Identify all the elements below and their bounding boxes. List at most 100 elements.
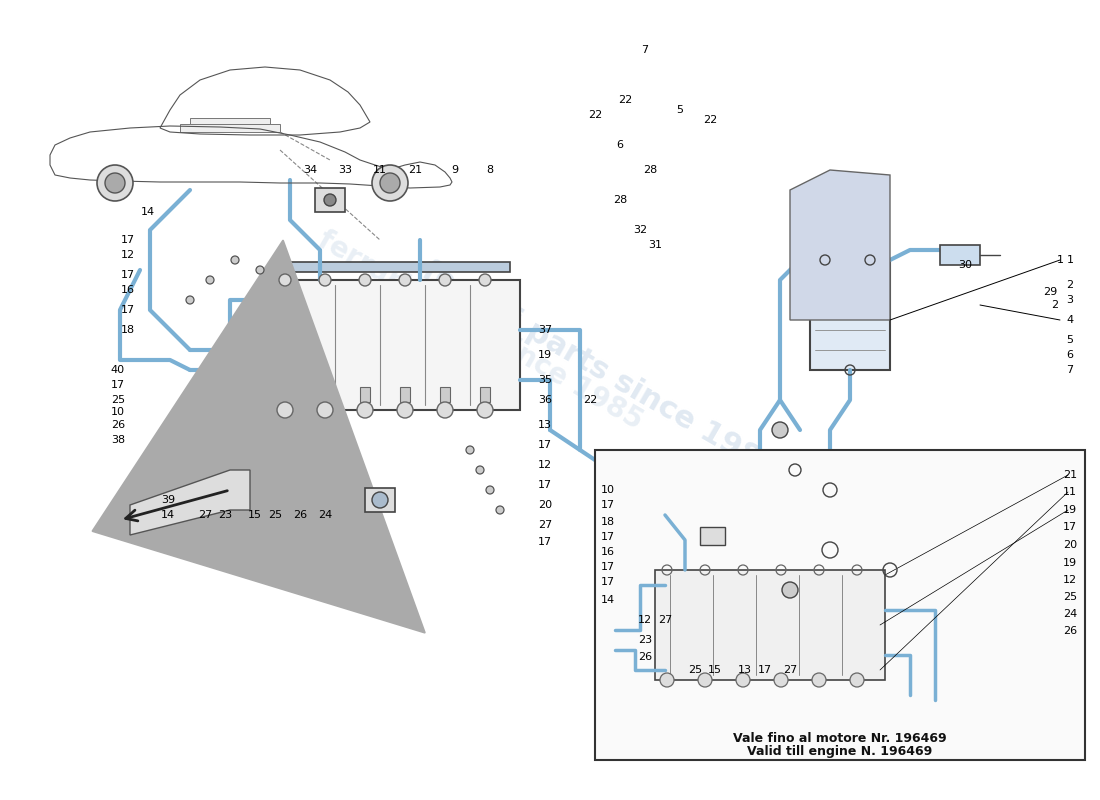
Text: 12: 12: [638, 615, 652, 625]
Circle shape: [317, 402, 333, 418]
Bar: [440, 387, 450, 402]
Text: 7: 7: [1066, 365, 1074, 375]
Text: 21: 21: [1063, 470, 1077, 480]
Text: 25: 25: [1063, 592, 1077, 602]
Text: 25: 25: [688, 665, 702, 675]
Bar: [320, 387, 330, 402]
Text: 22: 22: [583, 395, 597, 405]
Text: 13: 13: [538, 420, 552, 430]
Circle shape: [372, 492, 388, 508]
Text: 5: 5: [1067, 335, 1074, 345]
Text: 11: 11: [373, 165, 387, 175]
Bar: [180, 124, 280, 132]
Polygon shape: [790, 170, 890, 320]
Text: 24: 24: [318, 510, 332, 520]
Text: 2: 2: [1052, 300, 1058, 310]
Text: 26: 26: [638, 652, 652, 662]
Text: 1: 1: [1067, 255, 1074, 265]
Text: 38: 38: [111, 435, 125, 445]
Text: 39: 39: [161, 495, 175, 505]
Text: 9: 9: [451, 165, 459, 175]
Text: 22: 22: [703, 115, 717, 125]
Text: 40: 40: [111, 365, 125, 375]
Text: 17: 17: [538, 480, 552, 490]
Circle shape: [231, 256, 239, 264]
Text: 8: 8: [486, 165, 494, 175]
Text: 26: 26: [293, 510, 307, 520]
Text: 12: 12: [1063, 575, 1077, 585]
Text: 15: 15: [248, 510, 262, 520]
Circle shape: [660, 673, 674, 687]
Text: 28: 28: [642, 165, 657, 175]
Circle shape: [736, 673, 750, 687]
Text: 1: 1: [1056, 255, 1064, 265]
Circle shape: [812, 673, 826, 687]
Text: 29: 29: [1043, 287, 1057, 297]
Text: 17: 17: [121, 305, 135, 315]
Text: 27: 27: [658, 615, 672, 625]
Text: 17: 17: [538, 440, 552, 450]
Text: 11: 11: [1063, 487, 1077, 497]
Text: 10: 10: [601, 485, 615, 495]
Circle shape: [698, 673, 712, 687]
Text: 18: 18: [601, 517, 615, 527]
Text: 21: 21: [408, 165, 422, 175]
Text: 6: 6: [616, 140, 624, 150]
Text: 17: 17: [111, 380, 125, 390]
Circle shape: [206, 276, 214, 284]
Bar: [940, 245, 980, 265]
Text: ferrari parts since 1985: ferrari parts since 1985: [417, 256, 783, 484]
Text: 34: 34: [302, 165, 317, 175]
Bar: [654, 570, 886, 680]
Text: 32: 32: [632, 225, 647, 235]
Text: 22: 22: [587, 110, 602, 120]
Circle shape: [850, 673, 864, 687]
Bar: [480, 387, 490, 402]
Text: 16: 16: [121, 285, 135, 295]
Text: 7: 7: [641, 45, 649, 55]
Text: 25: 25: [268, 510, 282, 520]
Bar: [400, 387, 410, 402]
Circle shape: [359, 274, 371, 286]
Text: 25: 25: [111, 395, 125, 405]
Text: ferrari parts since 1985: ferrari parts since 1985: [312, 226, 647, 434]
Bar: [365, 488, 395, 512]
Circle shape: [466, 446, 474, 454]
Bar: [810, 260, 890, 370]
Circle shape: [399, 274, 411, 286]
Text: 20: 20: [538, 500, 552, 510]
Text: 6: 6: [1067, 350, 1074, 360]
Text: 14: 14: [601, 595, 615, 605]
Text: 17: 17: [758, 665, 772, 675]
Circle shape: [277, 402, 293, 418]
Text: 31: 31: [648, 240, 662, 250]
Text: 27: 27: [198, 510, 212, 520]
Text: 36: 36: [538, 395, 552, 405]
Bar: [315, 188, 345, 212]
Text: 15: 15: [708, 665, 722, 675]
Text: 20: 20: [1063, 540, 1077, 550]
Circle shape: [772, 422, 788, 438]
Circle shape: [256, 266, 264, 274]
Bar: [280, 262, 510, 272]
Bar: [270, 280, 520, 410]
Circle shape: [397, 402, 412, 418]
Text: 12: 12: [121, 250, 135, 260]
Text: 14: 14: [161, 510, 175, 520]
Circle shape: [486, 486, 494, 494]
Text: 22: 22: [618, 95, 632, 105]
Text: 35: 35: [538, 375, 552, 385]
Text: 17: 17: [601, 562, 615, 572]
Text: 18: 18: [121, 325, 135, 335]
Polygon shape: [130, 470, 250, 535]
Text: 19: 19: [1063, 505, 1077, 515]
Circle shape: [379, 173, 400, 193]
Text: Vale fino al motore Nr. 196469: Vale fino al motore Nr. 196469: [734, 731, 947, 745]
Text: 2: 2: [1066, 280, 1074, 290]
Text: 30: 30: [958, 260, 972, 270]
Circle shape: [496, 506, 504, 514]
Circle shape: [437, 402, 453, 418]
Text: 12: 12: [538, 460, 552, 470]
Circle shape: [97, 165, 133, 201]
Text: 37: 37: [538, 325, 552, 335]
